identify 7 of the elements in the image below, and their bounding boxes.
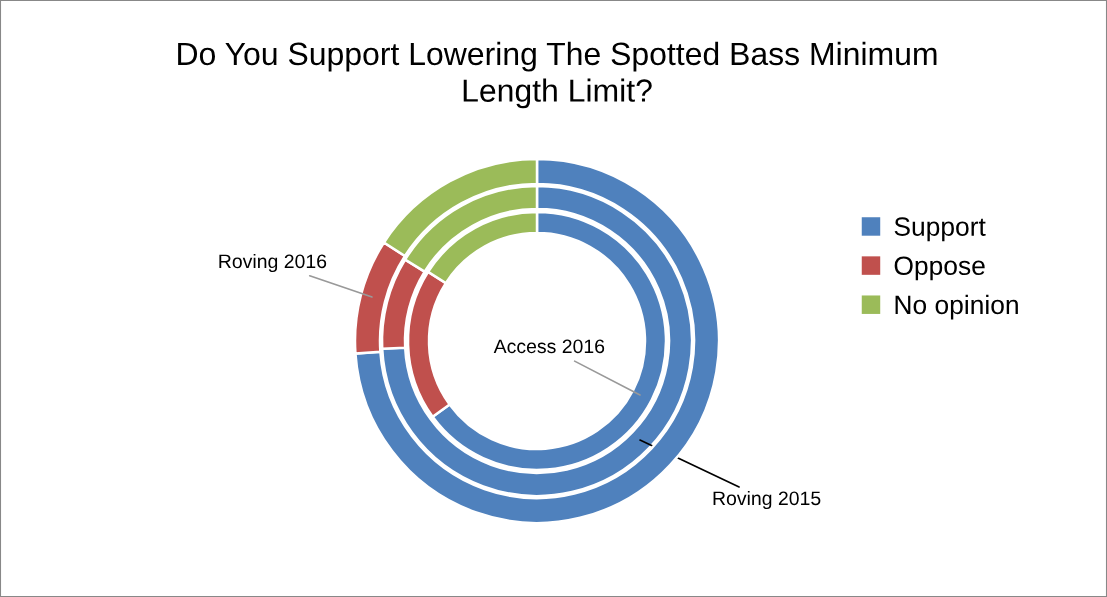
legend-label: No opinion bbox=[895, 294, 1018, 320]
slice-label: Access 2016 bbox=[493, 339, 605, 354]
legend-label: Oppose bbox=[894, 256, 985, 281]
legend-label: Support bbox=[894, 217, 986, 242]
slice-label: Roving 2015 bbox=[713, 490, 821, 510]
chart-title: Do You Support Lowering The Spotted Bass Minimum Length Limit? bbox=[178, 41, 937, 109]
slice-label: Roving 2016 bbox=[219, 253, 327, 273]
